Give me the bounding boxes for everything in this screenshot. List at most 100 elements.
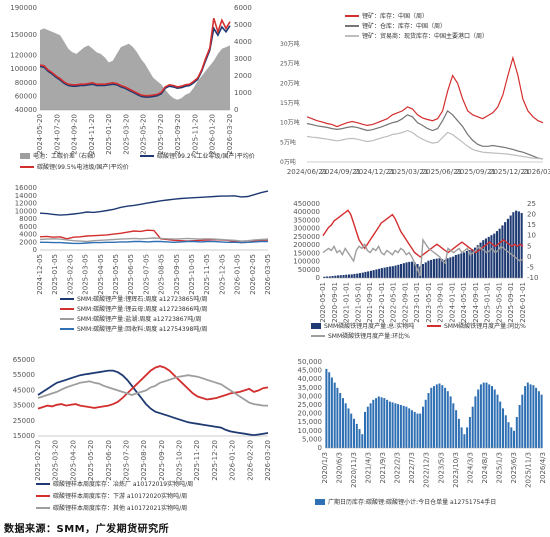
c4-bar xyxy=(474,247,477,278)
c4-bar xyxy=(378,268,381,278)
c3-xtick-14: 2026-02-05 xyxy=(249,254,257,295)
c6-bar xyxy=(344,403,347,448)
c1-ytick-100000: 100000 xyxy=(10,65,37,73)
c4-bar xyxy=(506,218,509,278)
c4-bar xyxy=(515,210,518,278)
c4-xtick-2: 2021-01-01 xyxy=(343,282,351,323)
c1-xtick-4: 2025-01-20 xyxy=(105,114,113,155)
c5-xtick-7: 2025-09-20 xyxy=(158,440,166,481)
c6-ytick-3: 15,000 xyxy=(298,418,323,426)
c6-bar xyxy=(474,396,477,448)
c4-legend-1: SMM磷酸铁锂月度产量:同比% xyxy=(444,322,526,330)
c4-xtick-9: 2023-05-01 xyxy=(425,282,433,323)
c4-bar xyxy=(476,245,479,278)
c4-xtick-10: 2023-09-01 xyxy=(437,282,445,323)
c3-legend-1: SMM:碳酸锂产量:锂云母:周度 a12723866吨/周 xyxy=(77,305,207,313)
c4-bar xyxy=(353,273,356,278)
c6-bar xyxy=(377,396,380,448)
c4-xtick-13: 2024-09-01 xyxy=(472,282,480,323)
c3-xtick-0: 2024-12-05 xyxy=(36,254,44,295)
c5-ytick-2: 35000 xyxy=(13,402,35,410)
c4-bar xyxy=(391,266,394,278)
c2-xtick-2: 2024/12/21 xyxy=(354,168,394,176)
c5-xtick-9: 2025-11-20 xyxy=(193,440,201,481)
c5-xtick-13: 2026-03-20 xyxy=(264,440,272,481)
c6-bar xyxy=(438,383,441,448)
c3-xtick-6: 2025-06-05 xyxy=(127,254,135,295)
c4-ytick-5: 250000 xyxy=(293,233,320,241)
c4-bar xyxy=(389,266,392,278)
c6-xtick-0: 2020/1/3 xyxy=(321,452,329,483)
c5-series-1-line xyxy=(37,365,269,410)
c3-xtick-10: 2025-10-05 xyxy=(188,254,196,295)
c4-ytick-8: 400000 xyxy=(293,208,320,216)
c6-ytick-0: 0 xyxy=(318,444,322,452)
c4-bar xyxy=(383,267,386,278)
c5-xtick-10: 2025-12-20 xyxy=(211,440,219,481)
c3-ytick-3: 6000 xyxy=(19,223,37,231)
c6-bar xyxy=(410,410,413,448)
c5-xtick-4: 2025-06-20 xyxy=(105,440,113,481)
c6-bar xyxy=(504,415,507,448)
c5-xtick-12: 2026-02-20 xyxy=(246,440,254,481)
c1-ytick-right-3: 3000 xyxy=(234,55,252,63)
c4-bar xyxy=(509,215,512,278)
c6-xtick-6: 2022/7/3 xyxy=(408,452,416,483)
c6-bar xyxy=(491,386,493,448)
c6-bar xyxy=(510,427,513,448)
c6-bar xyxy=(405,406,408,448)
c4-bar xyxy=(397,264,400,278)
c4-xtick-6: 2022-05-01 xyxy=(390,282,398,323)
c4-bar xyxy=(438,258,441,278)
c5-legend-2: 碳酸锂样本周度库存：其他 a10172021实物吨/周 xyxy=(53,504,187,512)
c3-ytick-7: 14000 xyxy=(15,192,37,200)
c5-xtick-11: 2026-01-20 xyxy=(229,440,237,481)
c4-ytick-1: 50000 xyxy=(298,266,320,274)
c1-ytick-40000: 40000 xyxy=(15,106,37,114)
c1-legend-0: 电池：工碳价差（右轴） xyxy=(33,152,99,160)
c4-bar xyxy=(337,275,340,278)
c6-ytick-10: 50,000 xyxy=(298,358,323,366)
c4-xtick-11: 2024-01-01 xyxy=(448,282,456,323)
c5-ytick-1: 25000 xyxy=(13,417,35,425)
c4-bar xyxy=(380,268,383,278)
c3-xtick-4: 2025-04-05 xyxy=(97,254,105,295)
c6-bar xyxy=(507,422,510,448)
c4-bar xyxy=(350,274,353,278)
c4-ytick-9: 450000 xyxy=(293,200,320,208)
c1-series-battery-line xyxy=(39,17,231,97)
c4-bar xyxy=(443,259,446,278)
c2-legend-1: 锂矿：仓库：库存：中国（周） xyxy=(362,22,446,30)
c2-ytick-6: 30万吨 xyxy=(280,40,300,48)
c6-bar xyxy=(366,406,369,448)
c4-ytick-6: 300000 xyxy=(293,225,320,233)
c4-bar xyxy=(334,275,337,278)
c3-xtick-2: 2025-02-05 xyxy=(66,254,74,295)
c3-legend-3: SMM:碳酸锂产量:回收料:周度 a12754398吨/周 xyxy=(77,325,207,333)
c6-bar xyxy=(433,386,435,448)
c6-ytick-2: 10,000 xyxy=(298,427,323,435)
c2-ytick-1: 5万吨 xyxy=(280,138,296,146)
c6-bar xyxy=(424,399,427,448)
c6-xtick-4: 2021/9/3 xyxy=(379,452,387,483)
c4-bar xyxy=(358,273,361,278)
c6-bar xyxy=(499,401,502,448)
c6-xtick-5: 2022/2/3 xyxy=(394,452,402,483)
c5-ytick-0: 15000 xyxy=(13,432,35,440)
c6-xtick-12: 2025/1/3 xyxy=(495,452,503,483)
c5-legend-1: 碳酸锂样本周度库存：下游 a10172020实物吨/周 xyxy=(53,492,187,500)
c3-xtick-3: 2025-03-05 xyxy=(82,254,90,295)
c3-xtick-11: 2025-11-05 xyxy=(203,254,211,295)
c1-xtick-5: 2025-03-20 xyxy=(122,114,130,155)
c4-ytick-right-2: 0 xyxy=(527,253,531,261)
c6-bar xyxy=(441,385,444,448)
c1-ytick-right-5: 5000 xyxy=(234,21,252,29)
c4-bar xyxy=(348,274,351,278)
c6-bar xyxy=(466,427,469,448)
c6-bar xyxy=(524,386,527,448)
c2-ytick-4: 20万吨 xyxy=(280,79,300,87)
c6-bar xyxy=(369,403,372,448)
c3-xtick-5: 2025-05-05 xyxy=(112,254,120,295)
c6-legend-0: 广期日历库存:碳酸锂:碳酸锂小计:今日仓单量 a12751754手日 xyxy=(328,498,496,506)
c4-bar xyxy=(421,264,424,278)
